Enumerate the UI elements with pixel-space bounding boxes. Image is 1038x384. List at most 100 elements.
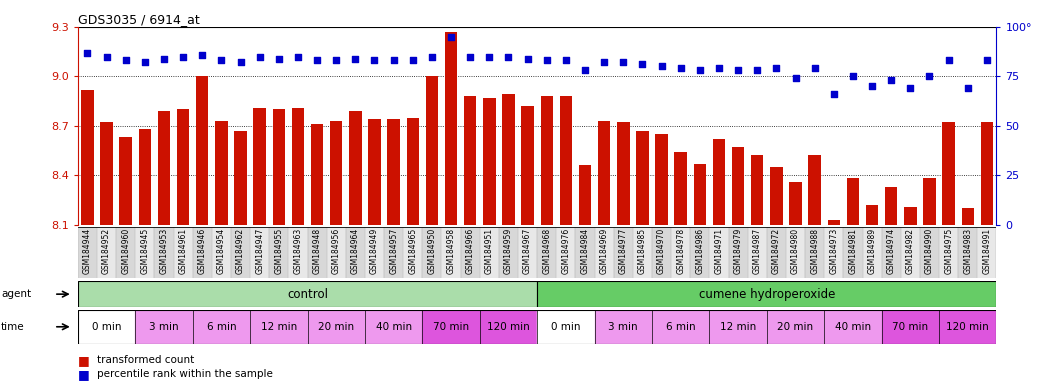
Point (959, 85, 976, 91)
Text: GSM184966: GSM184966 (466, 228, 474, 274)
Point (194, 51, 211, 58)
Bar (310, 124, 323, 225)
Point (347, 55, 363, 61)
Bar (881, 227, 901, 278)
Text: ■: ■ (78, 368, 89, 381)
Point (807, 65, 823, 71)
Text: GSM184988: GSM184988 (811, 228, 819, 274)
Text: GSM184965: GSM184965 (408, 228, 417, 274)
Text: 40 min: 40 min (835, 322, 871, 332)
Point (577, 67, 594, 73)
Bar (556, 227, 575, 278)
Text: 20 min: 20 min (777, 322, 814, 332)
Text: 70 min: 70 min (893, 322, 928, 332)
Bar (483, 98, 495, 225)
Text: ■: ■ (78, 354, 89, 367)
Bar (502, 94, 515, 225)
Bar (713, 139, 726, 225)
Text: GSM184952: GSM184952 (102, 228, 111, 274)
Text: GSM184964: GSM184964 (351, 228, 360, 274)
Text: GSM184970: GSM184970 (657, 228, 666, 274)
Text: GSM184951: GSM184951 (485, 228, 494, 274)
Text: 12 min: 12 min (261, 322, 297, 332)
Bar (253, 108, 266, 225)
Point (174, 53, 191, 60)
Bar (729, 227, 747, 278)
Bar (939, 227, 958, 278)
Text: cumene hydroperoxide: cumene hydroperoxide (699, 288, 835, 301)
Bar (824, 227, 843, 278)
Bar (346, 227, 365, 278)
Point (883, 77, 900, 83)
Point (99, 53, 115, 60)
Point (596, 60, 612, 66)
Bar (307, 310, 365, 344)
Bar (809, 156, 821, 225)
Text: GSM184960: GSM184960 (121, 228, 130, 274)
Bar (78, 281, 538, 307)
Bar (81, 89, 93, 225)
Bar (97, 227, 116, 278)
Text: GSM184981: GSM184981 (848, 228, 857, 274)
Bar (789, 182, 801, 225)
Bar (289, 227, 307, 278)
Text: GSM184972: GSM184972 (772, 228, 781, 274)
Point (308, 58, 325, 64)
Bar (135, 227, 155, 278)
Text: GSM184984: GSM184984 (580, 228, 590, 274)
Point (424, 53, 440, 60)
Text: GSM184967: GSM184967 (523, 228, 532, 274)
Bar (235, 131, 247, 225)
Bar (652, 310, 709, 344)
Bar (327, 227, 346, 278)
Point (557, 58, 574, 64)
Bar (559, 96, 572, 225)
Text: GSM184976: GSM184976 (562, 228, 570, 274)
Point (156, 55, 172, 61)
Text: GSM184948: GSM184948 (312, 228, 322, 274)
Point (290, 53, 306, 60)
Bar (732, 147, 744, 225)
Bar (595, 310, 652, 344)
Bar (655, 134, 667, 225)
Bar (541, 96, 553, 225)
Bar (445, 32, 458, 225)
Text: GSM184953: GSM184953 (160, 228, 168, 274)
Bar (480, 227, 499, 278)
Text: time: time (1, 322, 25, 332)
Bar (767, 227, 786, 278)
Bar (617, 122, 629, 225)
Point (328, 58, 345, 64)
Text: 3 min: 3 min (149, 322, 179, 332)
Text: GSM184978: GSM184978 (676, 228, 685, 274)
Bar (403, 227, 422, 278)
Text: GSM184980: GSM184980 (791, 228, 800, 274)
Bar (961, 208, 974, 225)
Bar (521, 106, 534, 225)
Bar (101, 122, 113, 225)
Text: GSM184956: GSM184956 (332, 228, 340, 274)
Text: GSM184957: GSM184957 (389, 228, 399, 274)
Text: 12 min: 12 min (720, 322, 757, 332)
Bar (693, 164, 706, 225)
Text: GSM184982: GSM184982 (906, 228, 914, 274)
Point (79, 50, 95, 56)
Bar (78, 310, 135, 344)
Point (940, 58, 957, 64)
Point (385, 58, 402, 64)
Text: GSM184975: GSM184975 (945, 228, 953, 274)
Text: GSM184989: GSM184989 (868, 228, 876, 274)
Text: GSM184987: GSM184987 (753, 228, 762, 274)
Bar (193, 227, 212, 278)
Bar (770, 167, 783, 225)
Text: GSM184969: GSM184969 (600, 228, 608, 274)
Point (519, 55, 536, 61)
Bar (633, 227, 652, 278)
Bar (499, 227, 518, 278)
Bar (538, 310, 595, 344)
Point (251, 53, 268, 60)
Text: 20 min: 20 min (319, 322, 354, 332)
Bar (135, 310, 193, 344)
Bar (116, 227, 135, 278)
Bar (675, 152, 687, 225)
